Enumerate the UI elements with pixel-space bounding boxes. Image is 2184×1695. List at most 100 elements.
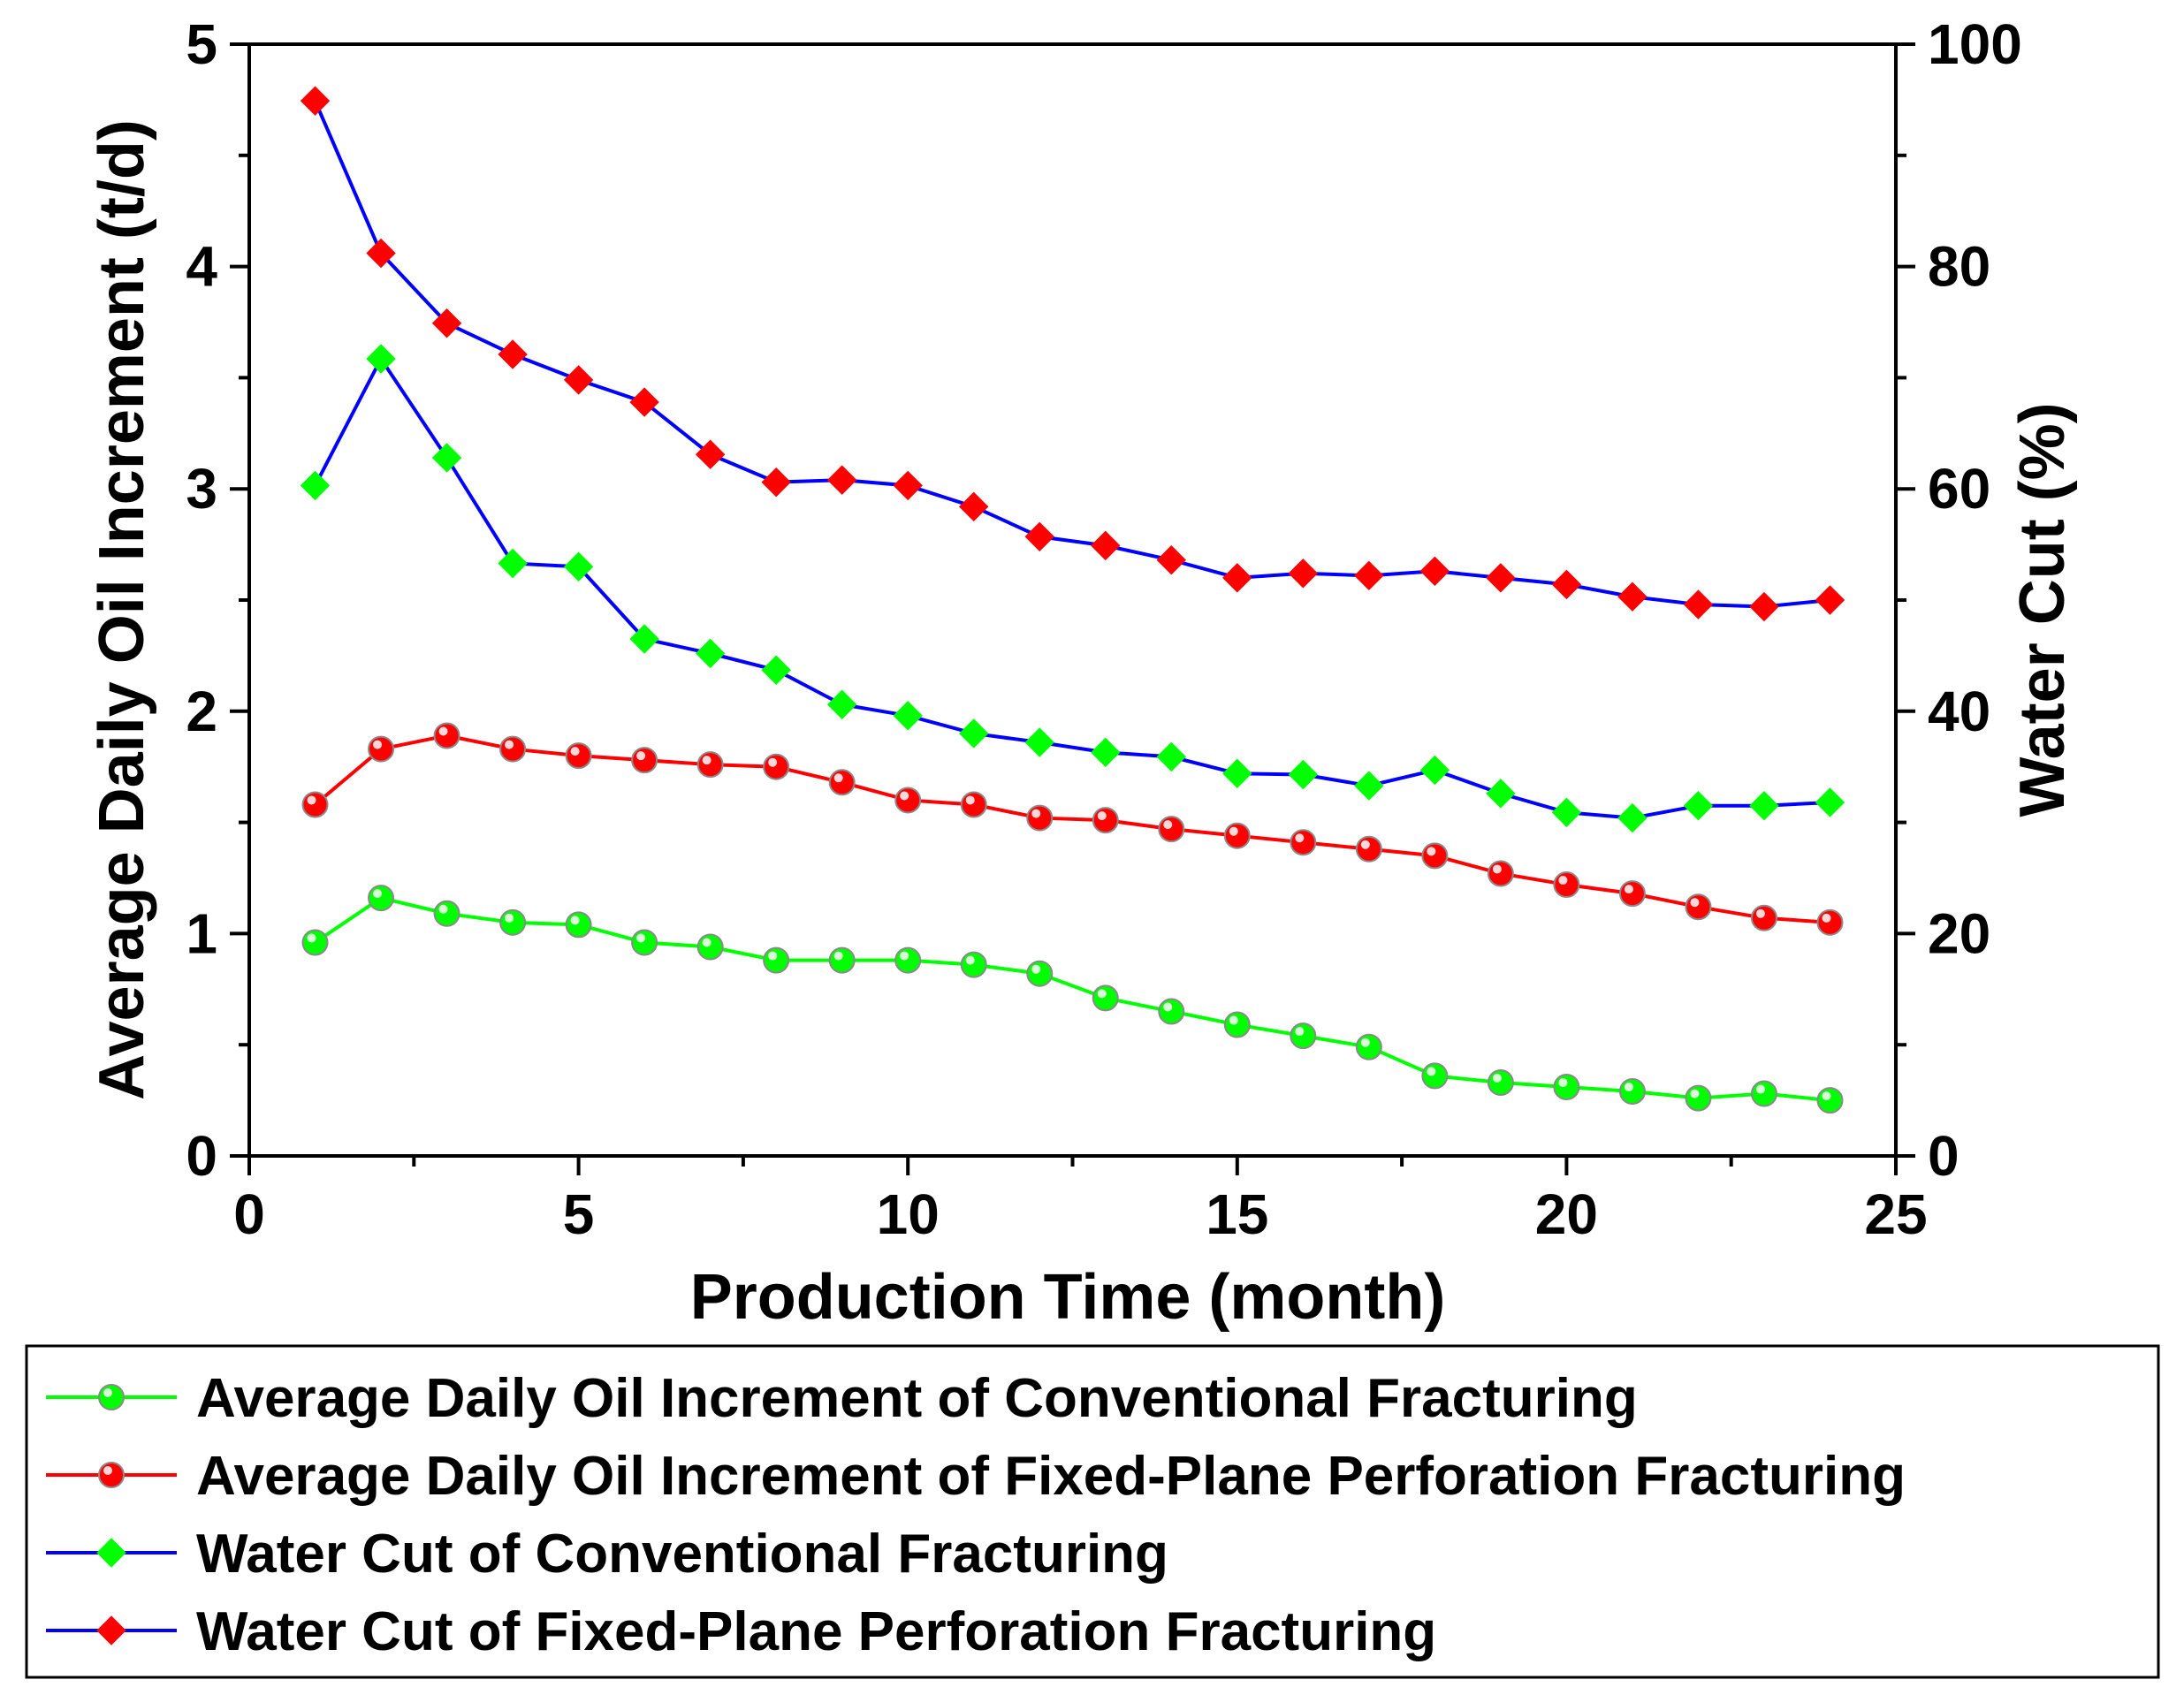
data-point-highlight bbox=[1031, 809, 1041, 818]
data-point bbox=[499, 908, 527, 936]
data-point-highlight bbox=[1031, 964, 1041, 974]
data-point-highlight bbox=[438, 904, 448, 914]
data-point-highlight bbox=[1558, 876, 1568, 886]
data-point bbox=[1486, 563, 1516, 593]
data-point bbox=[828, 946, 856, 974]
data-point bbox=[1158, 816, 1185, 843]
legend-box bbox=[25, 1344, 2160, 1679]
data-point bbox=[1222, 758, 1252, 788]
data-point bbox=[1750, 1080, 1777, 1107]
data-point-highlight bbox=[1360, 1038, 1370, 1047]
data-point-highlight bbox=[768, 951, 778, 961]
data-point bbox=[1024, 521, 1054, 552]
data-point bbox=[1026, 804, 1054, 832]
data-point-highlight bbox=[307, 933, 316, 943]
series-4-line bbox=[313, 100, 1830, 609]
data-point bbox=[499, 735, 527, 763]
data-point-highlight bbox=[570, 916, 580, 925]
data-point bbox=[1419, 755, 1450, 786]
series-2 bbox=[301, 722, 1844, 936]
data-point bbox=[629, 624, 659, 654]
data-point-highlight bbox=[636, 933, 646, 943]
data-point bbox=[1816, 1087, 1844, 1114]
data-point-highlight bbox=[1492, 1073, 1502, 1083]
legend-marker bbox=[96, 1538, 126, 1568]
data-point-highlight bbox=[307, 795, 316, 805]
data-point bbox=[1816, 908, 1844, 936]
data-point-highlight bbox=[505, 913, 514, 923]
data-point bbox=[1421, 1062, 1449, 1090]
data-point bbox=[1355, 835, 1382, 863]
data-point-highlight bbox=[636, 751, 646, 761]
series-3-line bbox=[313, 355, 1830, 820]
data-point-highlight bbox=[373, 740, 383, 749]
data-point bbox=[300, 470, 331, 501]
data-point bbox=[565, 742, 592, 770]
data-point bbox=[1553, 1074, 1580, 1101]
data-point bbox=[1750, 904, 1777, 931]
data-point bbox=[498, 339, 528, 369]
x-tick-label: 15 bbox=[1206, 1182, 1268, 1246]
data-point-highlight bbox=[1427, 847, 1436, 856]
data-point bbox=[368, 885, 395, 912]
data-point bbox=[1026, 960, 1054, 987]
data-point-highlight bbox=[1295, 833, 1305, 843]
data-point bbox=[563, 551, 594, 581]
x-axis-title: Production Time (month) bbox=[690, 1262, 1446, 1333]
data-point bbox=[894, 787, 922, 814]
data-point bbox=[1749, 591, 1779, 622]
data-point-highlight bbox=[833, 951, 843, 961]
data-point-highlight bbox=[1492, 864, 1502, 874]
data-point bbox=[563, 365, 594, 395]
data-point-highlight bbox=[965, 795, 975, 805]
y-axis-right: 0 20 40 60 80 100 bbox=[1896, 12, 2022, 1188]
legend-marker bbox=[98, 1384, 125, 1410]
data-point-highlight bbox=[1822, 1091, 1831, 1101]
data-point bbox=[1091, 530, 1121, 561]
data-point bbox=[1355, 1033, 1382, 1060]
data-point bbox=[1091, 737, 1121, 768]
data-point bbox=[300, 86, 331, 116]
y-tick-label: 1 bbox=[186, 901, 217, 965]
series-1 bbox=[301, 885, 1844, 1114]
data-point bbox=[960, 951, 987, 978]
data-point bbox=[431, 308, 462, 338]
data-point bbox=[1749, 791, 1779, 821]
legend-label: Average Daily Oil Increment of Conventio… bbox=[196, 1368, 1638, 1429]
data-point bbox=[1685, 893, 1712, 921]
data-point bbox=[1290, 829, 1317, 856]
data-point bbox=[498, 548, 528, 579]
y2-tick-label: 60 bbox=[1928, 457, 1990, 521]
y-tick-label: 3 bbox=[186, 457, 217, 521]
data-point bbox=[301, 791, 329, 818]
legend-marker-highlight bbox=[103, 1466, 112, 1475]
data-point bbox=[1815, 585, 1845, 615]
data-point bbox=[826, 465, 857, 495]
data-point bbox=[631, 747, 658, 774]
data-point bbox=[1618, 1078, 1646, 1106]
data-point-highlight bbox=[833, 773, 843, 783]
data-point bbox=[1553, 871, 1580, 899]
legend-label: Average Daily Oil Increment of Fixed-Pla… bbox=[196, 1446, 1906, 1507]
legend-label: Water Cut of Fixed-Plane Perforation Fra… bbox=[196, 1601, 1436, 1662]
x-tick-label: 25 bbox=[1864, 1182, 1927, 1246]
data-point-highlight bbox=[768, 757, 778, 767]
data-point-highlight bbox=[1690, 1089, 1700, 1098]
legend-label: Water Cut of Conventional Fracturing bbox=[196, 1524, 1168, 1585]
x-tick-label: 10 bbox=[877, 1182, 940, 1246]
data-point bbox=[1815, 787, 1845, 817]
data-point bbox=[433, 900, 460, 927]
data-point-highlight bbox=[1427, 1067, 1436, 1076]
data-point bbox=[1288, 559, 1319, 589]
data-point bbox=[1223, 1011, 1251, 1038]
y2-tick-label: 0 bbox=[1928, 1124, 1960, 1188]
data-point-highlight bbox=[900, 951, 909, 961]
series-layer bbox=[300, 86, 1845, 1114]
data-point-highlight bbox=[1097, 989, 1107, 999]
y2-tick-label: 100 bbox=[1928, 12, 2022, 76]
data-point bbox=[1618, 880, 1646, 908]
data-point-highlight bbox=[1163, 820, 1173, 830]
data-point-highlight bbox=[702, 756, 712, 765]
data-point bbox=[1683, 589, 1714, 619]
